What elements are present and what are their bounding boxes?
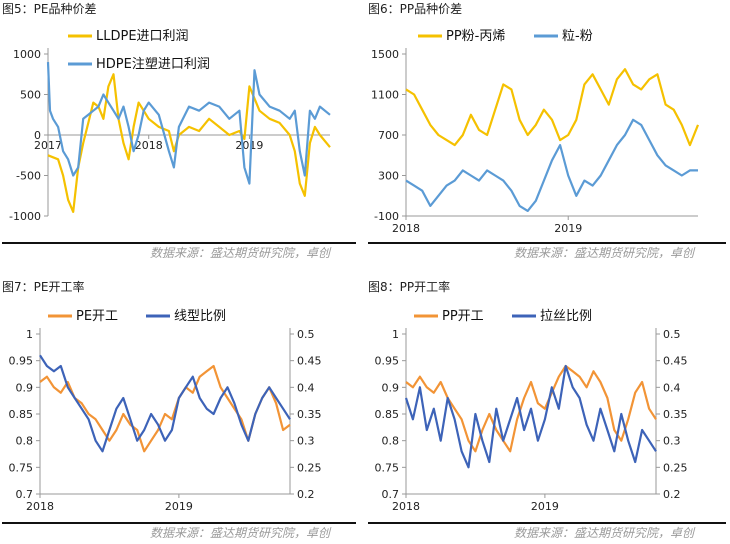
series-line-0	[47, 73, 331, 213]
chart-pp-price-spread: -100 300 700 1100 1500 2018 2019 PP粉-丙烯 粒-粉	[371, 29, 700, 235]
legend-label-1: 线型比例	[174, 309, 226, 324]
y2-tick-label: 0.25	[297, 461, 322, 474]
panel8-divider	[368, 522, 726, 524]
y2-tick-label: 0.45	[663, 355, 688, 368]
chart-pe-price-spread: -1000 -500 0 500 1000 2017 2018 2019 LLDPE进口利润 HD…	[9, 29, 331, 223]
y-tick-label: 1	[26, 328, 33, 341]
legend-label-1: HDPE注塑进口利润	[96, 57, 210, 72]
panel6-divider	[368, 242, 726, 244]
y-tick-label: 0.85	[9, 408, 34, 421]
y2-tick-label: 0.2	[297, 488, 315, 501]
series-line-1	[46, 62, 331, 185]
series-line-1	[404, 364, 657, 469]
x-tick-label: 2019	[531, 500, 559, 513]
series-line-1	[405, 118, 698, 212]
y-tick-label: 0.75	[9, 461, 34, 474]
y-tick-label: 0.9	[382, 381, 400, 394]
y2-tick-label: 0.4	[297, 381, 315, 394]
y-tick-label: 0.8	[16, 435, 34, 448]
panel5-title: 图5：PE品种价差	[2, 2, 97, 16]
y2-tick-label: 0.5	[297, 328, 315, 341]
y-tick-label: 0.85	[375, 408, 400, 421]
y-tick-label: -1000	[9, 210, 41, 223]
x-tick-label: 2018	[26, 500, 54, 513]
y-tick-label: 0	[34, 129, 41, 142]
y2-tick-label: 0.3	[297, 435, 315, 448]
y-tick-label: 0.8	[382, 435, 400, 448]
y-tick-label: 0.7	[16, 488, 34, 501]
panel7-title: 图7：PE开工率	[2, 280, 85, 294]
y-tick-label: 1100	[371, 89, 399, 102]
panel8-source: 数据来源：盛达期货研究院，卓创	[514, 526, 695, 540]
y-tick-label: 0.7	[382, 488, 400, 501]
panel5-divider	[2, 242, 356, 244]
x-tick-label: 2019	[235, 139, 263, 152]
chart-pe-operating-rate: 0.7 0.75 0.8 0.85 0.9 0.95 1 0.2 0.25 0.3 0.35 0.4 0…	[9, 309, 322, 513]
y2-tick-label: 0.5	[663, 328, 681, 341]
y2-tick-label: 0.3	[663, 435, 681, 448]
y-tick-label: -500	[16, 170, 41, 183]
y-tick-label: 0.9	[16, 381, 34, 394]
panel7-divider	[2, 522, 356, 524]
x-tick-label: 2019	[165, 500, 193, 513]
legend-label-0: PE开工	[76, 309, 118, 324]
y-tick-label: 300	[378, 170, 399, 183]
legend-label-1: 粒-粉	[562, 29, 593, 44]
y-tick-label: 500	[20, 89, 41, 102]
x-tick-label: 2018	[392, 500, 420, 513]
x-tick-label: 2019	[554, 222, 582, 235]
y-tick-label: 1	[392, 328, 399, 341]
x-tick-label: 2018	[392, 222, 420, 235]
y2-tick-label: 0.25	[663, 461, 688, 474]
panel6-source: 数据来源：盛达期货研究院，卓创	[514, 246, 695, 260]
y2-tick-label: 0.4	[663, 381, 681, 394]
y-tick-label: 700	[378, 129, 399, 142]
y-tick-label: 0.75	[375, 461, 400, 474]
panel8-title: 图8：PP开工率	[368, 280, 451, 294]
chart-pp-operating-rate: 0.7 0.75 0.8 0.85 0.9 0.95 1 0.2 0.25 0.3 0.35 0.4 0…	[375, 309, 688, 513]
x-tick-label: 2018	[135, 139, 163, 152]
y2-tick-label: 0.35	[297, 408, 322, 421]
panel6-title: 图6：PP品种价差	[368, 2, 463, 16]
y2-tick-label: 0.45	[297, 355, 322, 368]
series-line-0	[405, 68, 700, 147]
legend-label-0: PP开工	[442, 309, 484, 324]
y2-tick-label: 0.35	[663, 408, 688, 421]
series-line-1	[39, 354, 291, 453]
legend-label-0: PP粉-丙烯	[446, 29, 505, 44]
y-tick-label: -100	[374, 210, 399, 223]
panel7-source: 数据来源：盛达期货研究院，卓创	[150, 526, 331, 540]
legend-label-0: LLDPE进口利润	[96, 29, 189, 44]
x-tick-label: 2017	[34, 139, 62, 152]
y2-tick-label: 0.2	[663, 488, 681, 501]
y-tick-label: 1000	[13, 48, 41, 61]
y-tick-label: 0.95	[9, 355, 34, 368]
panel5-source: 数据来源：盛达期货研究院，卓创	[150, 246, 331, 260]
legend-label-1: 拉丝比例	[540, 309, 592, 324]
y-tick-label: 1500	[371, 48, 399, 61]
y-tick-label: 0.95	[375, 355, 400, 368]
